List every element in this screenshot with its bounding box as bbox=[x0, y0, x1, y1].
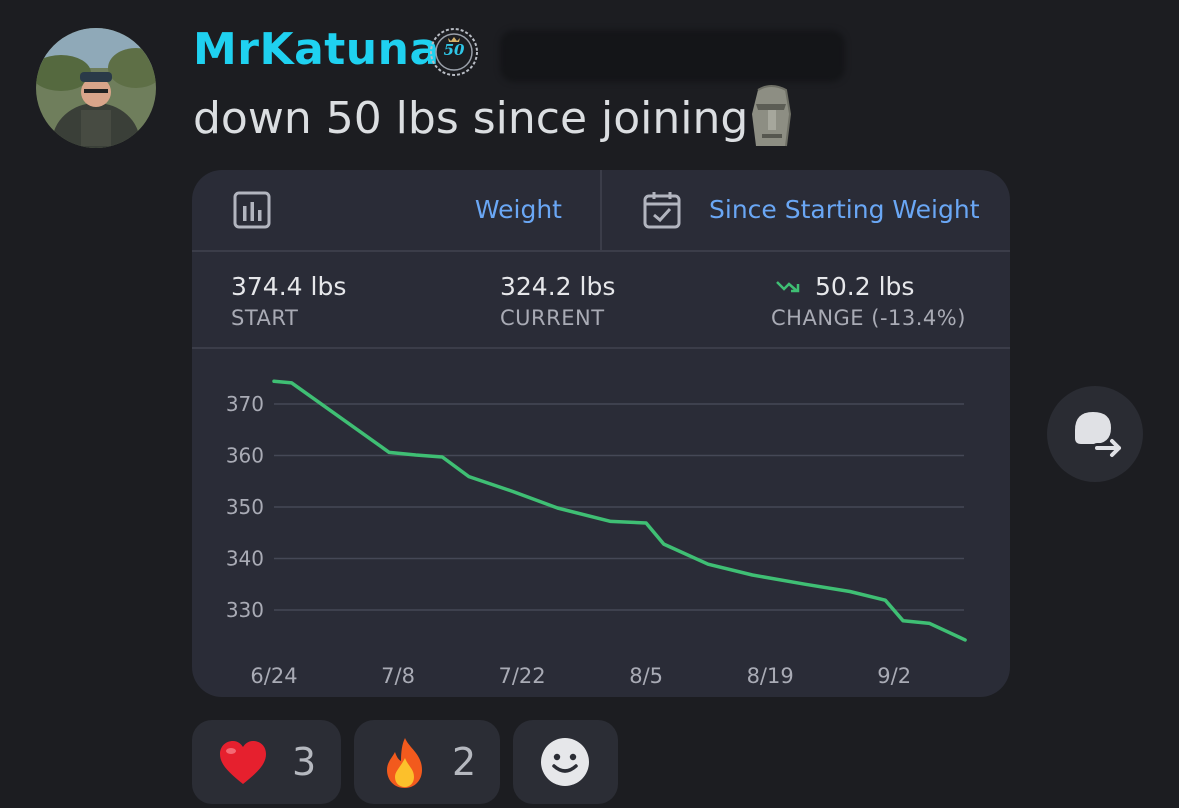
reaction-fire[interactable]: 2 bbox=[354, 720, 500, 804]
calendar-check-icon bbox=[642, 190, 682, 230]
avatar-image bbox=[36, 28, 156, 148]
start-value: 374.4 lbs bbox=[231, 272, 347, 301]
change-label: CHANGE (-13.4%) bbox=[771, 306, 966, 330]
user-avatar[interactable] bbox=[36, 28, 156, 148]
x-tick-label: 7/8 bbox=[381, 664, 415, 688]
reaction-heart[interactable]: 3 bbox=[192, 720, 341, 804]
fire-count: 2 bbox=[452, 740, 477, 784]
weight-card[interactable]: Weight Since Starting Weight 374.4 lbs S… bbox=[192, 170, 1010, 697]
x-tick-label: 6/24 bbox=[250, 664, 297, 688]
badge-label: 50 bbox=[443, 41, 465, 59]
bar-chart-icon bbox=[232, 190, 272, 230]
y-tick-label: 360 bbox=[226, 444, 264, 468]
forward-button[interactable] bbox=[1047, 386, 1143, 482]
current-label: CURRENT bbox=[500, 306, 605, 330]
username[interactable]: MrKatuna bbox=[193, 24, 440, 75]
x-tick-label: 8/19 bbox=[747, 664, 794, 688]
card-header: Weight Since Starting Weight bbox=[192, 170, 1010, 252]
moai-icon bbox=[746, 84, 796, 152]
level-badge-icon[interactable]: 50 bbox=[428, 26, 480, 78]
current-value: 324.2 lbs bbox=[500, 272, 616, 301]
weight-series-line bbox=[272, 379, 967, 642]
y-tick-label: 350 bbox=[226, 495, 264, 519]
x-tick-label: 9/2 bbox=[877, 664, 911, 688]
add-reaction-button[interactable] bbox=[513, 720, 618, 804]
message-text: down 50 lbs since joining bbox=[193, 93, 749, 144]
metric-selector[interactable]: Weight bbox=[474, 195, 562, 224]
trending-down-icon bbox=[775, 276, 803, 296]
forward-message-icon bbox=[1075, 412, 1124, 457]
add-reaction-icon bbox=[541, 738, 589, 786]
start-label: START bbox=[231, 306, 299, 330]
redacted-region bbox=[500, 30, 845, 82]
change-value: 50.2 lbs bbox=[815, 272, 915, 301]
stats-row: 374.4 lbs START 324.2 lbs CURRENT 50.2 l… bbox=[192, 252, 1010, 349]
weight-line-chart[interactable]: 370 360 350 340 330 6/24 7/8 7/22 8/5 8/19 9/2 bbox=[192, 349, 1010, 697]
fire-icon bbox=[387, 738, 422, 788]
heart-count: 3 bbox=[292, 740, 317, 784]
y-tick-label: 370 bbox=[226, 392, 264, 416]
y-tick-label: 340 bbox=[226, 547, 264, 571]
y-tick-label: 330 bbox=[226, 598, 264, 622]
x-tick-label: 7/22 bbox=[498, 664, 545, 688]
x-tick-label: 8/5 bbox=[629, 664, 663, 688]
heart-icon bbox=[220, 741, 266, 784]
header-divider bbox=[600, 170, 602, 250]
range-selector[interactable]: Since Starting Weight bbox=[709, 195, 980, 224]
